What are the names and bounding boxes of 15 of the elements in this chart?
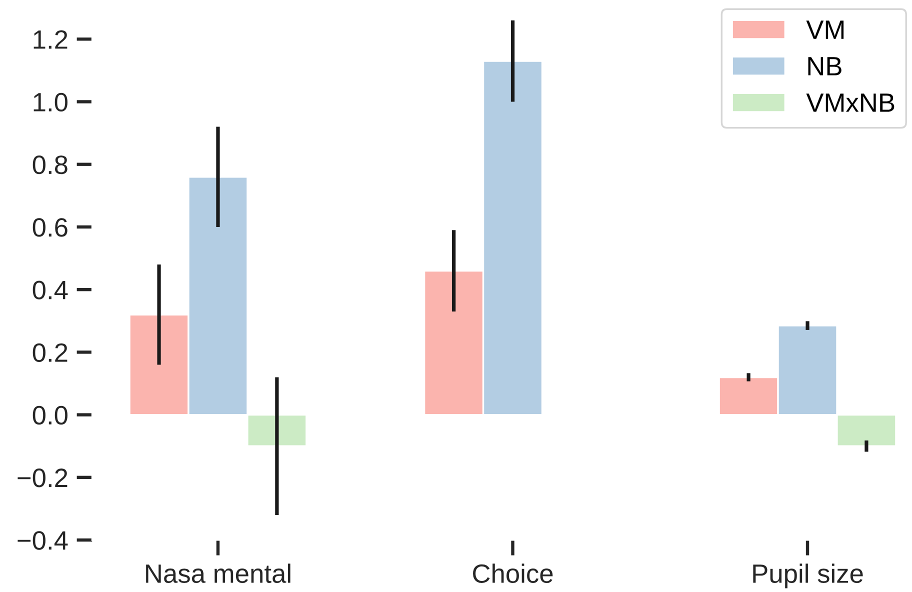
x-tick-label: Pupil size xyxy=(753,564,863,588)
legend-label: VM xyxy=(806,20,844,39)
y-tick-label: −0.4 xyxy=(18,531,68,550)
x-tick-label: Nasa mental xyxy=(146,564,290,584)
y-tick-label: 0.2 xyxy=(32,343,68,362)
y-tick-label: 0.8 xyxy=(32,155,68,174)
x-tick-label: Choice xyxy=(473,564,553,584)
y-tick-label: 1.2 xyxy=(34,30,68,49)
y-tick-label: 0.4 xyxy=(32,280,68,300)
y-tick-label: 0.6 xyxy=(32,218,68,237)
legend-label: VMxNB xyxy=(806,94,894,112)
y-tick-label: 0.0 xyxy=(32,406,68,425)
y-tick-label: 1.0 xyxy=(34,92,68,112)
y-tick-label: −0.2 xyxy=(18,468,68,488)
legend-label: NB xyxy=(808,57,842,76)
